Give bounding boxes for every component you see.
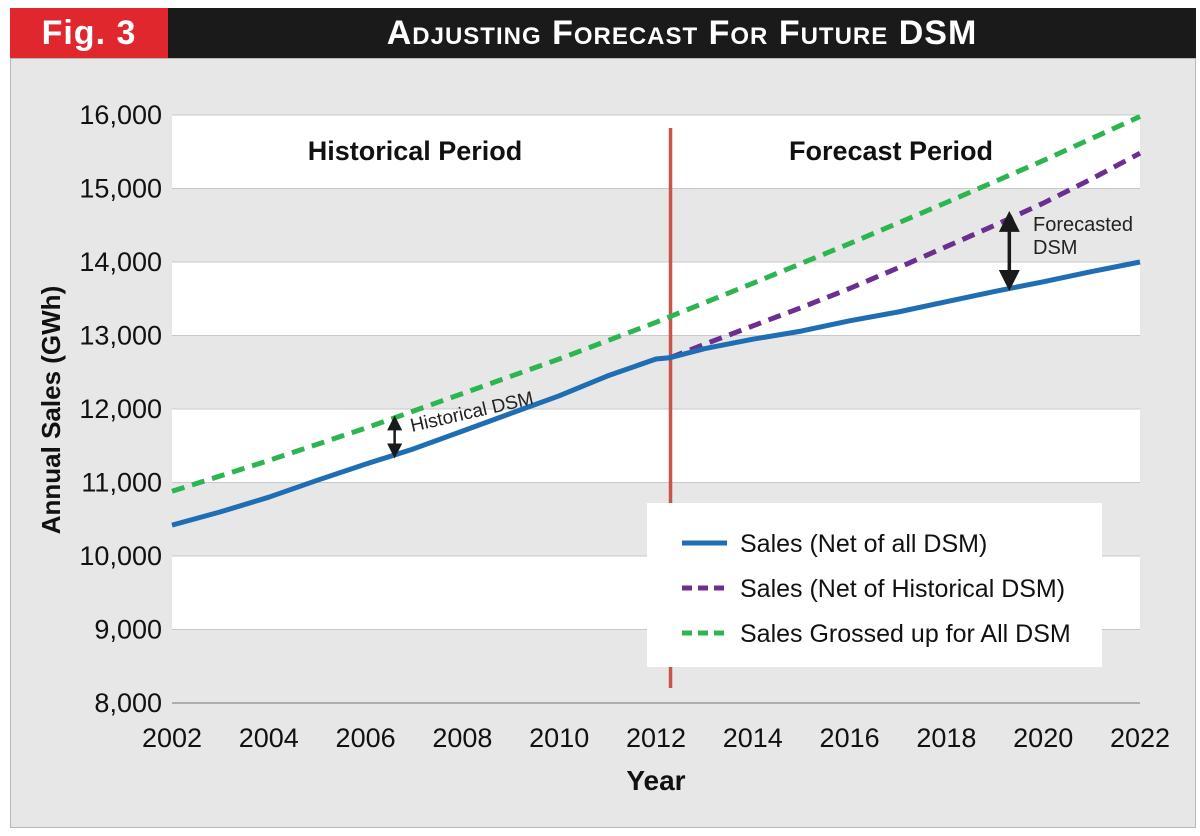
y-tick-label: 11,000 [81,468,162,498]
legend-box [647,503,1102,667]
x-tick-label: 2004 [239,723,299,753]
grid-band [172,409,1140,483]
y-tick-label: 12,000 [79,394,162,424]
series-line-3 [171,114,1142,494]
legend-label-2: Sales (Net of Historical DSM) [740,575,1065,603]
historical-period-label: Historical Period [308,136,523,166]
y-tick-label: 10,000 [79,541,162,571]
y-tick-label: 13,000 [79,321,162,351]
y-tick-label: 16,000 [79,100,162,130]
series-line-2 [669,150,1142,360]
series-line-1 [171,259,1141,528]
x-tick-label: 2012 [626,723,686,753]
y-tick-label: 14,000 [79,247,162,277]
x-axis-title: Year [626,765,685,796]
x-tick-label: 2014 [723,723,783,753]
x-tick-label: 2018 [916,723,976,753]
figure-number-tag: Fig. 3 [10,8,168,58]
forecast-period-label: Forecast Period [789,136,993,166]
x-tick-label: 2008 [432,723,492,753]
y-axis-ticks: 8,000 9,000 10,000 11,000 12,000 13,000 14,000… [79,100,162,718]
series-lines [171,114,1142,528]
x-axis-ticks: 2002 2004 2006 2008 2010 2012 2014 2016 2018 2020… [142,723,1170,753]
legend-label-3: Sales Grossed up for All DSM [740,620,1071,648]
x-tick-label: 2002 [142,723,202,753]
x-tick-label: 2006 [336,723,396,753]
figure-title: Adjusting Forecast For Future DSM [386,14,978,52]
y-tick-label: 9,000 [94,615,162,645]
x-tick-label: 2022 [1110,723,1170,753]
forecasted-dsm-label-line1: Forecasted [1033,214,1133,236]
legend-label-1: Sales (Net of all DSM) [740,530,987,558]
x-tick-label: 2010 [529,723,589,753]
legend: Sales (Net of all DSM) Sales (Net of Hist… [647,503,1102,667]
grid-band [172,115,1140,189]
y-tick-label: 8,000 [94,688,162,718]
figure-header [10,8,1196,58]
x-tick-label: 2016 [820,723,880,753]
y-axis-title: Annual Sales (GWh) [36,286,66,534]
forecasted-dsm-label-line2: DSM [1033,237,1077,259]
y-tick-label: 15,000 [79,174,162,204]
x-tick-label: 2020 [1013,723,1073,753]
